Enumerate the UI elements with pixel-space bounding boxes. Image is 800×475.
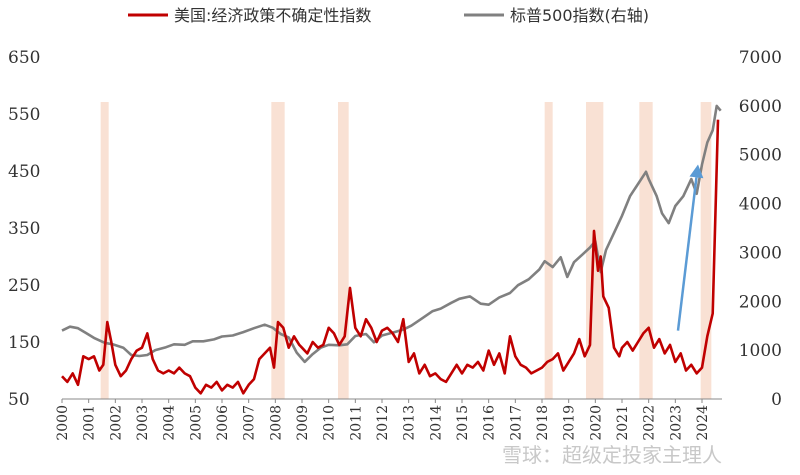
x-tick-label: 2023: [668, 405, 684, 441]
shaded-periods: [100, 102, 712, 399]
shaded-period-7: [700, 102, 712, 399]
arrow-shaft: [676, 177, 698, 331]
series-lines: [61, 104, 722, 395]
x-tick-label: 2006: [215, 405, 231, 441]
y-right-tick-label: 4000: [739, 195, 782, 215]
x-tick-label: 2018: [535, 405, 551, 441]
x-tick-label: 2014: [428, 405, 444, 441]
y-right-tick-label: 3000: [739, 243, 782, 263]
series-line-sp500: [61, 104, 722, 364]
y-right-tick-label: 1000: [739, 341, 782, 361]
x-tick-label: 2020: [588, 405, 604, 441]
x-tick-label: 2002: [108, 405, 124, 441]
x-tick-label: 2008: [268, 405, 284, 441]
x-tick-label: 2011: [348, 405, 364, 441]
x-tick-label: 2019: [562, 405, 578, 441]
shaded-period-2: [271, 102, 285, 399]
y-right-tick-label: 7000: [739, 48, 782, 68]
x-tick-label: 2024: [695, 405, 711, 441]
x-tick-label: 2010: [322, 405, 338, 441]
x-tick-label: 2000: [55, 405, 71, 441]
legend: 美国:经济政策不确定性指数 标普500指数(右轴): [128, 6, 649, 25]
y-left-tick-label: 150: [8, 333, 40, 353]
shaded-period-4: [544, 102, 553, 399]
x-tick-label: 2015: [455, 405, 471, 441]
x-tick-label: 2017: [508, 405, 524, 441]
y-left-tick-label: 650: [8, 48, 40, 68]
shaded-period-3: [338, 102, 349, 399]
x-tick-label: 2016: [482, 405, 498, 441]
x-tick-label: 2012: [375, 405, 391, 441]
arrow-head: [689, 164, 704, 179]
x-tick-label: 2022: [642, 405, 658, 441]
y-left-tick-label: 50: [8, 390, 30, 410]
x-tick-label: 2013: [402, 405, 418, 441]
x-tick-label: 2004: [162, 405, 178, 441]
y-left-tick-label: 350: [8, 219, 40, 239]
watermark: 雪球：超级定投家主理人: [502, 443, 722, 467]
y-right-tick-label: 2000: [739, 292, 782, 312]
x-tick-label: 2003: [135, 405, 151, 441]
x-tick-label: 2007: [242, 405, 258, 441]
x-tick-label: 2001: [82, 405, 98, 441]
y-left-tick-label: 450: [8, 162, 40, 182]
x-tick-label: 2009: [295, 405, 311, 441]
annotation-arrow: [676, 164, 704, 331]
y-right-tick-label: 5000: [739, 146, 782, 166]
axes: 50 150 250 350 450 550 650 0 1000 2000 3000 4000 500…: [8, 48, 782, 441]
shaded-period-1: [100, 102, 109, 399]
shaded-period-6: [639, 102, 653, 399]
y-right-tick-label: 0: [771, 390, 782, 410]
y-left-tick-label: 550: [8, 105, 40, 125]
series-line-epu: [61, 119, 720, 395]
legend-label-sp500: 标普500指数(右轴): [510, 6, 649, 25]
legend-label-epu: 美国:经济政策不确定性指数: [174, 6, 371, 25]
y-right-tick-label: 6000: [739, 97, 782, 117]
x-tick-label: 2005: [188, 405, 204, 441]
y-left-tick-label: 250: [8, 276, 40, 296]
x-tick-label: 2021: [615, 405, 631, 441]
